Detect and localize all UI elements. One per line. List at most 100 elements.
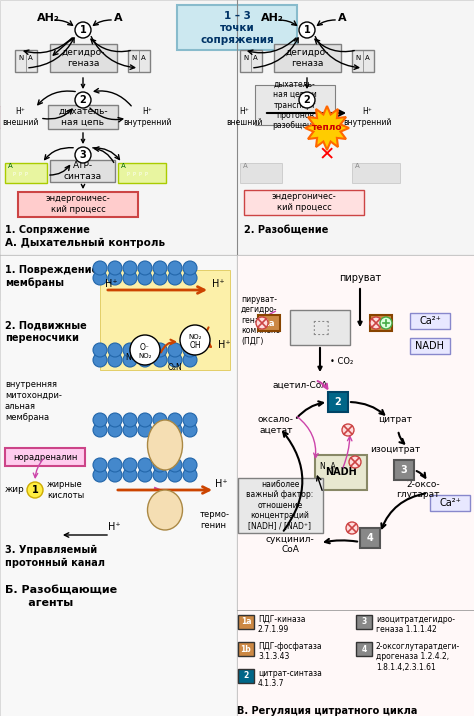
FancyBboxPatch shape [15, 50, 37, 72]
Circle shape [168, 458, 182, 472]
Circle shape [130, 335, 160, 365]
Text: P: P [133, 173, 136, 178]
FancyBboxPatch shape [290, 310, 350, 345]
Text: дыхатель-
ная цепь: дыхатель- ная цепь [58, 107, 108, 127]
Circle shape [168, 468, 182, 482]
Text: P: P [145, 173, 147, 178]
Text: N: N [131, 55, 136, 61]
FancyBboxPatch shape [430, 495, 470, 511]
Text: A: A [114, 13, 122, 23]
Circle shape [17, 172, 24, 178]
Text: 1a: 1a [241, 617, 251, 626]
Circle shape [168, 261, 182, 275]
FancyBboxPatch shape [100, 270, 230, 370]
Circle shape [153, 271, 167, 285]
Circle shape [123, 261, 137, 275]
Circle shape [183, 423, 197, 437]
Text: H⁺: H⁺ [215, 479, 228, 489]
FancyBboxPatch shape [118, 163, 166, 183]
Circle shape [93, 413, 107, 427]
FancyBboxPatch shape [0, 0, 474, 300]
Circle shape [137, 172, 144, 178]
Circle shape [138, 261, 152, 275]
Circle shape [123, 413, 137, 427]
Text: изоцитратдегидро-
геназа 1.1.1.42: изоцитратдегидро- геназа 1.1.1.42 [376, 615, 455, 634]
Text: пируват-
дегидро-
геназный
комплекс
(ПДГ): пируват- дегидро- геназный комплекс (ПДГ… [241, 295, 280, 346]
Text: 2: 2 [80, 95, 86, 105]
Text: P: P [127, 173, 129, 178]
Text: 2. Разобщение: 2. Разобщение [244, 225, 328, 235]
Circle shape [93, 343, 107, 357]
FancyBboxPatch shape [274, 44, 341, 72]
Text: A: A [8, 163, 13, 169]
Text: N: N [243, 55, 248, 61]
Circle shape [153, 261, 167, 275]
Circle shape [183, 343, 197, 357]
FancyBboxPatch shape [240, 163, 282, 183]
Text: NO₂: NO₂ [188, 334, 202, 340]
Text: жир: жир [5, 485, 25, 495]
Text: 2-оксо-
глутарат: 2-оксо- глутарат [396, 480, 440, 499]
Circle shape [93, 271, 107, 285]
Text: H⁺
внутренний: H⁺ внутренний [123, 107, 171, 127]
Text: наиболее
важный фактор:
отношение
концентраций
[NADH] / [NAD⁺]: наиболее важный фактор: отношение концен… [246, 480, 314, 531]
Circle shape [153, 423, 167, 437]
Circle shape [349, 456, 361, 468]
FancyBboxPatch shape [394, 460, 414, 480]
FancyBboxPatch shape [238, 478, 323, 533]
FancyBboxPatch shape [255, 85, 335, 125]
Text: АТР-
синтаза: АТР- синтаза [64, 161, 102, 180]
Text: NO₂: NO₂ [138, 353, 152, 359]
Text: ацетил-CoA: ацетил-CoA [272, 380, 328, 390]
FancyBboxPatch shape [410, 313, 450, 329]
Text: сукцинил-
CoA: сукцинил- CoA [265, 535, 314, 554]
Text: дегидро-
геназа: дегидро- геназа [61, 48, 105, 68]
Text: A: A [141, 55, 146, 61]
Text: 2: 2 [304, 95, 310, 105]
Circle shape [108, 423, 122, 437]
Circle shape [183, 261, 197, 275]
Text: NO₂: NO₂ [125, 353, 140, 362]
Circle shape [370, 317, 382, 329]
Text: 1. Повреждение: 1. Повреждение [5, 265, 98, 275]
Text: P: P [13, 173, 16, 178]
Circle shape [138, 468, 152, 482]
Text: 1. Сопряжение: 1. Сопряжение [5, 225, 90, 235]
FancyBboxPatch shape [0, 255, 237, 716]
Text: жирные
кислоты: жирные кислоты [47, 480, 84, 500]
Circle shape [138, 343, 152, 357]
Circle shape [168, 423, 182, 437]
Circle shape [123, 343, 137, 357]
Circle shape [256, 317, 268, 329]
FancyBboxPatch shape [356, 642, 372, 656]
Text: NADH: NADH [416, 341, 445, 351]
FancyBboxPatch shape [177, 5, 297, 50]
Circle shape [138, 271, 152, 285]
Circle shape [183, 271, 197, 285]
Circle shape [257, 172, 264, 178]
Circle shape [183, 468, 197, 482]
Circle shape [130, 172, 137, 178]
Circle shape [168, 413, 182, 427]
Circle shape [346, 522, 358, 534]
Text: 2: 2 [335, 397, 341, 407]
Circle shape [168, 271, 182, 285]
Text: протонный канал: протонный канал [5, 558, 105, 568]
Circle shape [376, 172, 383, 178]
Text: P: P [25, 173, 27, 178]
Text: 4: 4 [366, 533, 374, 543]
Text: термо-
генин: термо- генин [200, 511, 230, 530]
FancyBboxPatch shape [360, 528, 380, 548]
Circle shape [75, 147, 91, 163]
Text: мембраны: мембраны [5, 278, 64, 289]
Circle shape [342, 424, 354, 436]
FancyBboxPatch shape [48, 105, 118, 129]
Ellipse shape [147, 420, 182, 470]
Text: H⁺: H⁺ [105, 279, 118, 289]
Circle shape [93, 468, 107, 482]
Text: P: P [138, 173, 141, 178]
Circle shape [10, 172, 18, 178]
Text: H⁺
внешний: H⁺ внешний [2, 107, 38, 127]
Circle shape [123, 353, 137, 367]
FancyBboxPatch shape [50, 44, 117, 72]
